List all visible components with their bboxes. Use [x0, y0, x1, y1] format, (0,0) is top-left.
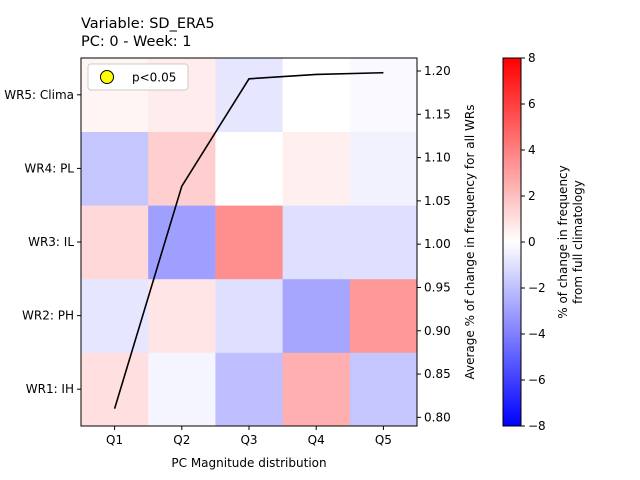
x-axis: Q1 Q2 Q3 Q4 Q5 [106, 426, 392, 447]
heatmap-cell [215, 278, 283, 353]
colorbar-label-line1: % of change in frequency [556, 165, 570, 319]
heatmap-cell [349, 278, 418, 353]
x-axis-label: PC Magnitude distribution [171, 456, 326, 470]
colorbar-tick-label: 4 [528, 143, 536, 157]
heatmap-cell [215, 352, 283, 427]
x-tick-label: Q1 [106, 433, 123, 447]
x-tick-label: Q2 [173, 433, 190, 447]
y-tick-label: WR1: IH [26, 382, 74, 396]
heatmap-cell [349, 131, 418, 206]
colorbar-tick-label: 6 [528, 97, 536, 111]
x-tick-label: Q5 [375, 433, 392, 447]
y-tick-label: WR4: PL [24, 161, 74, 175]
right-y-tick-label: 1.15 [424, 107, 451, 121]
heatmap-cell [282, 278, 351, 353]
heatmap-cell [282, 131, 351, 206]
heatmap-cell [148, 131, 216, 206]
heatmap-cell [282, 205, 351, 280]
y-axis-left: WR1: IH WR2: PH WR3: IL WR4: PL WR5: Clima [4, 88, 81, 396]
chart-title: Variable: SD_ERA5 [81, 16, 215, 32]
heatmap-cell [81, 278, 149, 353]
y-tick-label: WR5: Clima [4, 88, 74, 102]
heatmap-cell [282, 352, 351, 427]
colorbar-tick-label: 8 [528, 51, 536, 65]
heatmap-cells [81, 58, 418, 427]
right-y-tick-label: 1.00 [424, 237, 451, 251]
heatmap-cell [148, 352, 216, 427]
legend-box [87, 63, 189, 91]
heatmap-cell [148, 205, 216, 280]
colorbar-tick-label: −2 [528, 281, 546, 295]
heatmap-cell [349, 352, 418, 427]
right-y-tick-label: 0.80 [424, 410, 451, 424]
chart-subtitle: PC: 0 - Week: 1 [81, 34, 192, 50]
heatmap-cell [81, 352, 149, 427]
right-y-tick-label: 1.10 [424, 151, 451, 165]
x-tick-label: Q4 [308, 433, 325, 447]
x-tick-label: Q3 [240, 433, 257, 447]
colorbar-label-line2: from full climatology [571, 180, 585, 304]
right-y-tick-label: 0.85 [424, 367, 451, 381]
right-y-tick-label: 1.20 [424, 64, 451, 78]
heatmap-cell [282, 58, 351, 132]
heatmap-cell [215, 205, 283, 280]
colorbar-tick-label: 2 [528, 189, 536, 203]
colorbar-tick-label: −6 [528, 373, 546, 387]
heatmap-cell [349, 58, 418, 132]
heatmap-cell [215, 131, 283, 206]
right-y-tick-label: 0.95 [424, 280, 451, 294]
colorbar-tick-label: −8 [528, 419, 546, 433]
right-y-tick-label: 0.90 [424, 324, 451, 338]
heatmap-cell [81, 205, 149, 280]
right-y-tick-label: 1.05 [424, 194, 451, 208]
legend: p<0.05 [87, 63, 189, 91]
y-axis-right: 0.80 0.85 0.90 0.95 1.00 1.05 1.10 1.15 1.20 [417, 64, 451, 424]
heatmap-cell [349, 205, 418, 280]
colorbar [502, 57, 522, 427]
colorbar-ticks: −8 −6 −4 −2 0 2 4 6 8 [521, 51, 546, 433]
heatmap-cell [148, 278, 216, 353]
legend-label: p<0.05 [132, 71, 176, 85]
line-series-layer [113, 71, 384, 409]
legend-marker [100, 70, 114, 84]
colorbar-tick-label: −4 [528, 327, 546, 341]
heatmap-cell [81, 131, 149, 206]
right-axis-label: Average % of change in frequency for all… [463, 104, 477, 379]
y-tick-label: WR2: PH [22, 309, 74, 323]
y-tick-label: WR3: IL [28, 235, 74, 249]
heatmap-cell [215, 58, 283, 132]
colorbar-tick-label: 0 [528, 235, 536, 249]
series-line [113, 71, 384, 409]
